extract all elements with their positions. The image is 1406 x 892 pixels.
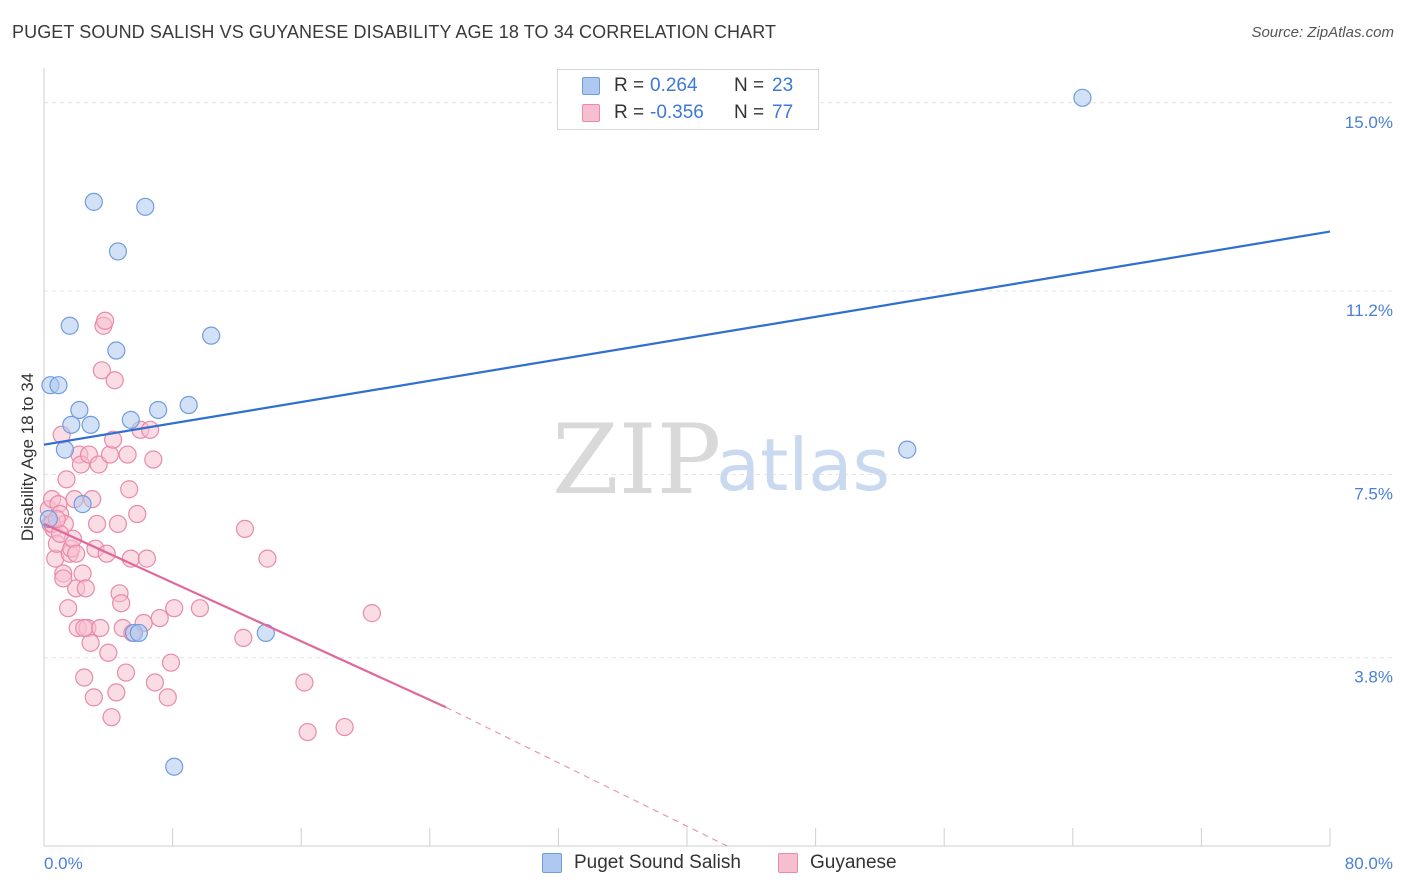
data-point [235, 519, 255, 538]
data-point [362, 604, 382, 623]
watermark: ZIP atlas [552, 404, 890, 516]
data-point [1073, 88, 1092, 107]
bottom-legend-label: Guyanese [810, 852, 897, 873]
data-point [62, 415, 81, 434]
data-point [118, 445, 137, 464]
puget-sound-salish-points [39, 88, 1092, 776]
legend-r-label: R = [614, 102, 645, 123]
legend-r-value: 0.264 [650, 75, 698, 96]
legend-swatch-blue [582, 77, 600, 95]
axes [43, 68, 1331, 847]
trend-line-puget [43, 230, 1331, 446]
data-point [129, 623, 148, 643]
trend-lines [43, 230, 1331, 847]
bottom-legend-swatch-blue [542, 853, 562, 873]
data-point [161, 653, 181, 672]
legend-swatch-pink [582, 104, 600, 122]
x-tick-label-max: 80.0% [1345, 854, 1393, 873]
data-point [84, 688, 103, 707]
chart-source: Source: ZipAtlas.com [1251, 24, 1394, 41]
bottom-legend-swatch-pink [778, 853, 798, 873]
data-point [128, 504, 147, 524]
data-point [76, 579, 95, 598]
data-point [87, 514, 107, 534]
y-tick-label: 11.2% [1346, 301, 1393, 320]
legend-n-value: 23 [772, 75, 794, 96]
data-point [112, 594, 131, 613]
data-point [116, 663, 136, 682]
data-point [298, 722, 317, 742]
y-axis-label: Disability Age 18 to 34 [18, 373, 37, 541]
trend-line-guyanese [43, 522, 447, 709]
grid-lines [44, 102, 1392, 659]
data-point [898, 440, 917, 459]
data-point [54, 569, 73, 588]
data-point [150, 608, 169, 628]
data-point [136, 197, 155, 216]
chart-title: PUGET SOUND SALISH VS GUYANESE DISABILIT… [12, 22, 777, 42]
trend-line-guyanese-extrapolated [445, 706, 728, 847]
data-point [95, 311, 115, 330]
data-point [75, 618, 94, 638]
data-point [75, 668, 94, 687]
legend-n-value: 77 [772, 102, 794, 123]
data-point [102, 708, 121, 727]
data-point [73, 564, 92, 583]
watermark-atlas: atlas [716, 423, 890, 507]
y-tick-label: 3.8% [1354, 668, 1393, 687]
data-point [67, 544, 86, 563]
data-point [92, 361, 111, 380]
data-point [234, 628, 253, 647]
data-point [165, 757, 184, 776]
x-tick-label-min: 0.0% [44, 854, 83, 873]
data-point [57, 470, 76, 489]
correlation-legend: R = 0.264 N = 23 R = -0.356 N = 77 [557, 69, 819, 130]
data-point [49, 376, 68, 395]
data-point [107, 341, 126, 360]
data-point [144, 450, 163, 469]
data-point [145, 673, 165, 692]
watermark-zip: ZIP [552, 404, 721, 516]
x-tick-labels: 0.0% 80.0% [44, 854, 1393, 873]
data-point [202, 326, 221, 345]
data-point [104, 430, 123, 449]
data-point [140, 420, 160, 439]
data-point [105, 371, 124, 390]
data-point [137, 549, 156, 568]
data-point [108, 242, 128, 261]
data-point [179, 395, 198, 415]
data-point [190, 599, 210, 618]
y-tick-labels: 3.8% 7.5% 11.2% 15.0% [1345, 113, 1393, 687]
data-point [70, 400, 89, 420]
legend-n-label: N = [734, 75, 765, 96]
data-point [73, 495, 92, 514]
data-point [165, 599, 184, 618]
data-point [60, 316, 79, 335]
data-point [149, 400, 168, 420]
legend-r-value: -0.356 [650, 102, 704, 123]
data-point [81, 415, 100, 434]
data-point [107, 683, 126, 702]
data-point [120, 480, 139, 499]
data-point [295, 673, 314, 692]
data-point [121, 410, 140, 429]
data-point [258, 549, 277, 568]
y-tick-label: 15.0% [1345, 113, 1393, 132]
data-point [84, 192, 103, 211]
legend-n-label: N = [734, 102, 765, 123]
bottom-legend-label: Puget Sound Salish [574, 852, 741, 873]
data-point [108, 514, 128, 534]
data-point [100, 445, 120, 464]
data-point [335, 717, 354, 737]
legend-r-label: R = [614, 75, 645, 96]
data-point [158, 688, 177, 707]
data-point [99, 643, 118, 662]
data-point [55, 440, 74, 459]
guyanese-points [39, 311, 382, 742]
data-point [91, 618, 110, 638]
y-tick-label: 7.5% [1354, 484, 1393, 503]
data-point [59, 599, 78, 618]
